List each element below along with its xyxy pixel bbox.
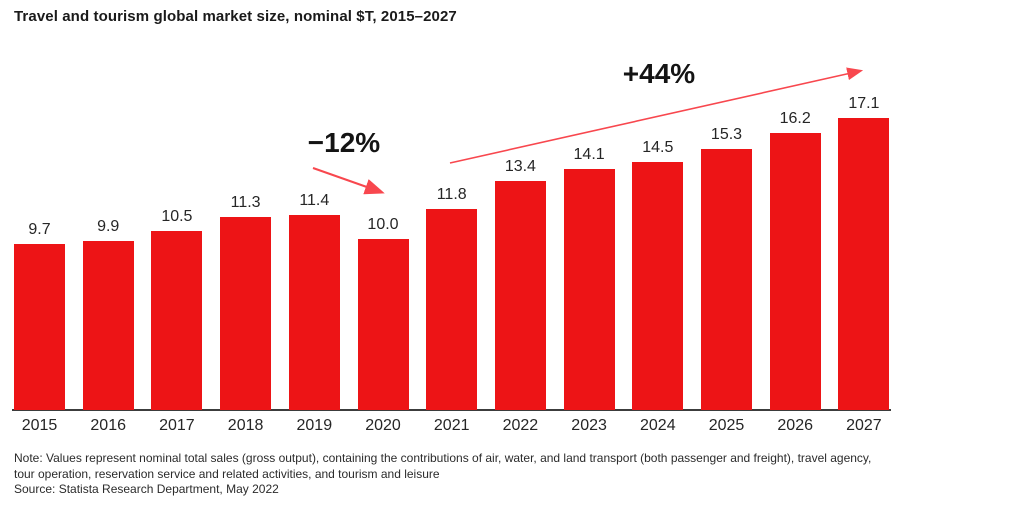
decline-trend-arrow bbox=[312, 167, 385, 195]
chart-title: Travel and tourism global market size, n… bbox=[14, 8, 457, 25]
x-axis-tick-label: 2016 bbox=[90, 417, 126, 434]
decline-annotation-label: −12% bbox=[307, 127, 381, 158]
x-axis-tick-label: 2015 bbox=[21, 417, 58, 434]
source-line: Source: Statista Research Department, Ma… bbox=[14, 482, 279, 496]
x-axis-tick-label: 2021 bbox=[433, 417, 470, 434]
bar-2021 bbox=[426, 209, 478, 410]
bar-2018 bbox=[220, 217, 272, 410]
bar-2019 bbox=[288, 215, 340, 410]
x-axis-tick-label: 2017 bbox=[159, 417, 195, 434]
x-axis-tick-label: 2020 bbox=[365, 417, 401, 434]
bar-value-label: 9.7 bbox=[28, 221, 51, 238]
bar-value-label: 17.1 bbox=[848, 95, 880, 112]
x-axis-tick-label: 2019 bbox=[296, 417, 333, 434]
bar-value-label: 11.4 bbox=[299, 192, 330, 209]
bar-value-label: 13.4 bbox=[504, 158, 536, 175]
bar-2023 bbox=[563, 169, 615, 410]
x-axis-tick-label: 2027 bbox=[846, 417, 882, 434]
bar-2026 bbox=[769, 133, 821, 410]
bar-2017 bbox=[151, 231, 203, 410]
bar-value-label: 11.8 bbox=[436, 186, 467, 203]
x-axis-tick-label: 2026 bbox=[777, 417, 813, 434]
x-axis-line bbox=[12, 409, 891, 411]
x-axis-tick-label: 2025 bbox=[708, 417, 745, 434]
bar-2024 bbox=[632, 162, 684, 410]
bar-2016 bbox=[82, 241, 134, 410]
x-axis-tick-label: 2022 bbox=[502, 417, 539, 434]
x-axis-tick-label: 2023 bbox=[571, 417, 607, 434]
bar-value-label: 16.2 bbox=[779, 110, 811, 127]
x-axis-tick-label: 2018 bbox=[227, 417, 264, 434]
bar-2027 bbox=[838, 118, 890, 410]
bar-value-label: 11.3 bbox=[230, 194, 261, 211]
x-axis-tick-label: 2024 bbox=[640, 417, 676, 434]
bar-2025 bbox=[701, 149, 752, 410]
growth-annotation-label: +44% bbox=[622, 58, 696, 89]
bar-value-label: 9.9 bbox=[97, 218, 120, 235]
bar-value-label: 14.1 bbox=[573, 146, 605, 163]
note-line-1: Note: Values represent nominal total sal… bbox=[14, 451, 872, 465]
chart-footer: Note: Values represent nominal total sal… bbox=[14, 451, 871, 498]
bar-value-label: 14.5 bbox=[642, 139, 674, 156]
bar-2020 bbox=[357, 239, 409, 410]
bar-value-label: 15.3 bbox=[710, 126, 743, 143]
bar-2022 bbox=[494, 181, 546, 410]
bar-2015 bbox=[14, 244, 65, 410]
bar-value-label: 10.0 bbox=[367, 216, 399, 233]
note-line-2: tour operation, reservation service and … bbox=[14, 466, 440, 481]
bar-value-label: 10.5 bbox=[161, 208, 193, 225]
